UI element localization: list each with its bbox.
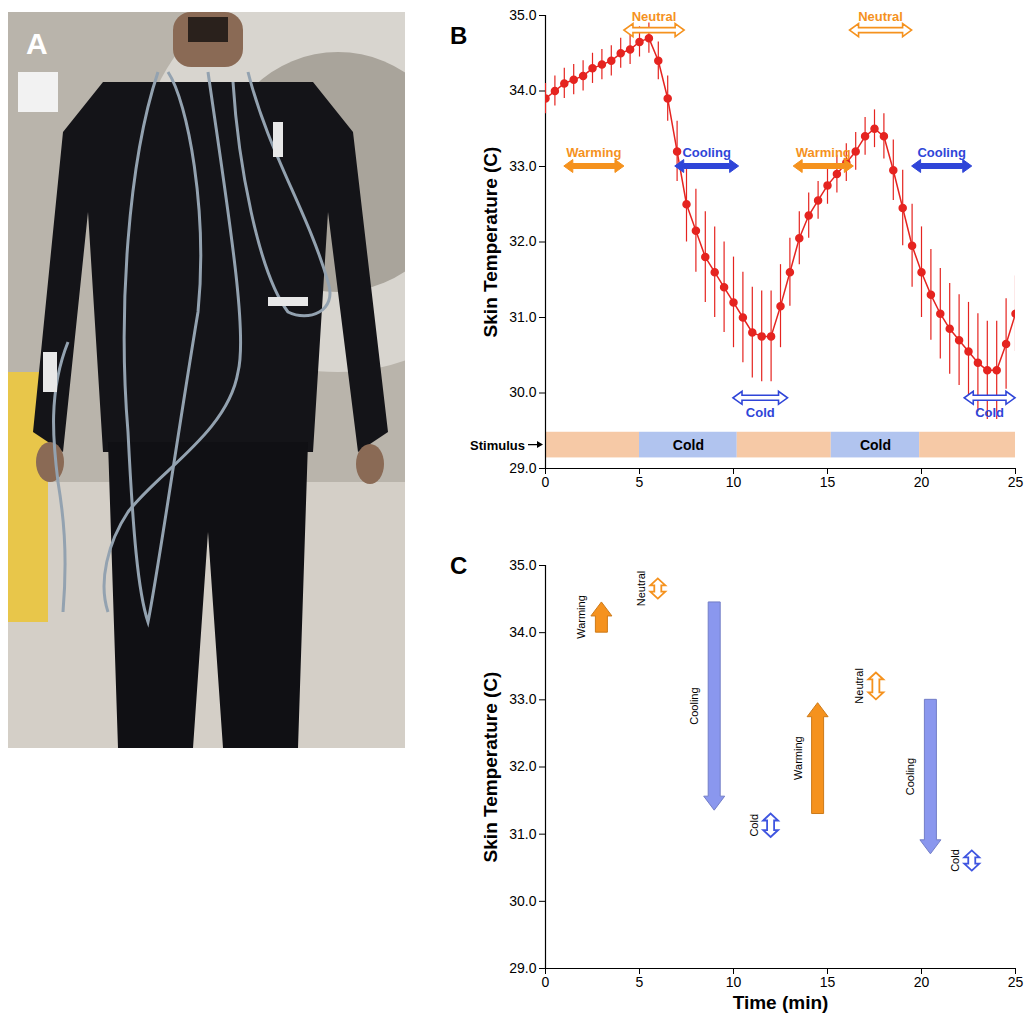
svg-text:Cold: Cold	[673, 437, 704, 453]
svg-text:Cooling: Cooling	[917, 145, 965, 160]
svg-text:29.0: 29.0	[509, 960, 536, 976]
svg-text:10: 10	[726, 974, 742, 990]
svg-text:32.0: 32.0	[509, 233, 536, 249]
svg-text:10: 10	[726, 474, 742, 490]
svg-text:A: A	[26, 27, 48, 60]
svg-text:34.0: 34.0	[509, 624, 536, 640]
svg-text:20: 20	[914, 474, 930, 490]
html-text:C: C	[450, 552, 468, 579]
svg-text:15: 15	[820, 474, 836, 490]
svg-text:30.0: 30.0	[509, 384, 536, 400]
svg-text:25: 25	[1008, 474, 1024, 490]
svg-text:15: 15	[820, 974, 836, 990]
svg-text:30.0: 30.0	[509, 893, 536, 909]
svg-text:32.0: 32.0	[509, 758, 536, 774]
svg-text:5: 5	[636, 474, 644, 490]
svg-text:Cooling: Cooling	[682, 145, 730, 160]
svg-text:31.0: 31.0	[509, 309, 536, 325]
svg-text:Neutral: Neutral	[632, 9, 677, 24]
svg-text:25: 25	[1008, 974, 1024, 990]
svg-text:Neutral: Neutral	[858, 9, 903, 24]
svg-text:Cold: Cold	[748, 814, 760, 837]
svg-text:5: 5	[636, 974, 644, 990]
svg-text:Time (min): Time (min)	[733, 992, 829, 1013]
svg-text:Stimulus: Stimulus	[470, 438, 525, 453]
svg-text:Cold: Cold	[860, 437, 891, 453]
svg-text:Warming: Warming	[575, 595, 587, 639]
svg-text:Cooling: Cooling	[688, 687, 700, 724]
svg-text:34.0: 34.0	[509, 82, 536, 98]
svg-text:35.0: 35.0	[509, 557, 536, 573]
svg-text:Cold: Cold	[746, 405, 775, 420]
svg-text:Warming: Warming	[792, 736, 804, 780]
svg-text:35.0: 35.0	[509, 7, 536, 23]
svg-text:Warming: Warming	[566, 145, 621, 160]
html-text:B: B	[450, 22, 468, 49]
svg-text:33.0: 33.0	[509, 691, 536, 707]
svg-text:Cold: Cold	[949, 849, 961, 872]
svg-text:Cooling: Cooling	[904, 758, 916, 795]
svg-text:29.0: 29.0	[509, 460, 536, 476]
svg-text:Skin Temperature (C): Skin Temperature (C)	[480, 147, 501, 338]
svg-text:33.0: 33.0	[509, 158, 536, 174]
svg-text:Neutral: Neutral	[635, 571, 647, 606]
svg-text:Neutral: Neutral	[853, 668, 865, 703]
svg-text:Skin Temperature (C): Skin Temperature (C)	[480, 672, 501, 863]
svg-text:0: 0	[542, 474, 550, 490]
svg-text:20: 20	[914, 974, 930, 990]
svg-text:Warming: Warming	[796, 145, 851, 160]
svg-text:0: 0	[542, 974, 550, 990]
svg-text:Cold: Cold	[975, 405, 1004, 420]
svg-text:31.0: 31.0	[509, 826, 536, 842]
